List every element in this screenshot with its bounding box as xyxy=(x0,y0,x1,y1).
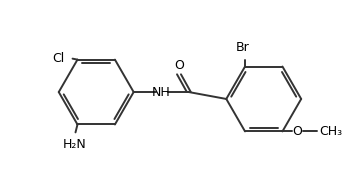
Text: H₂N: H₂N xyxy=(63,138,87,151)
Text: CH₃: CH₃ xyxy=(319,125,342,138)
Text: NH: NH xyxy=(152,86,171,98)
Text: Cl: Cl xyxy=(52,52,65,65)
Text: Br: Br xyxy=(236,41,250,54)
Text: O: O xyxy=(292,125,302,138)
Text: O: O xyxy=(174,59,184,72)
